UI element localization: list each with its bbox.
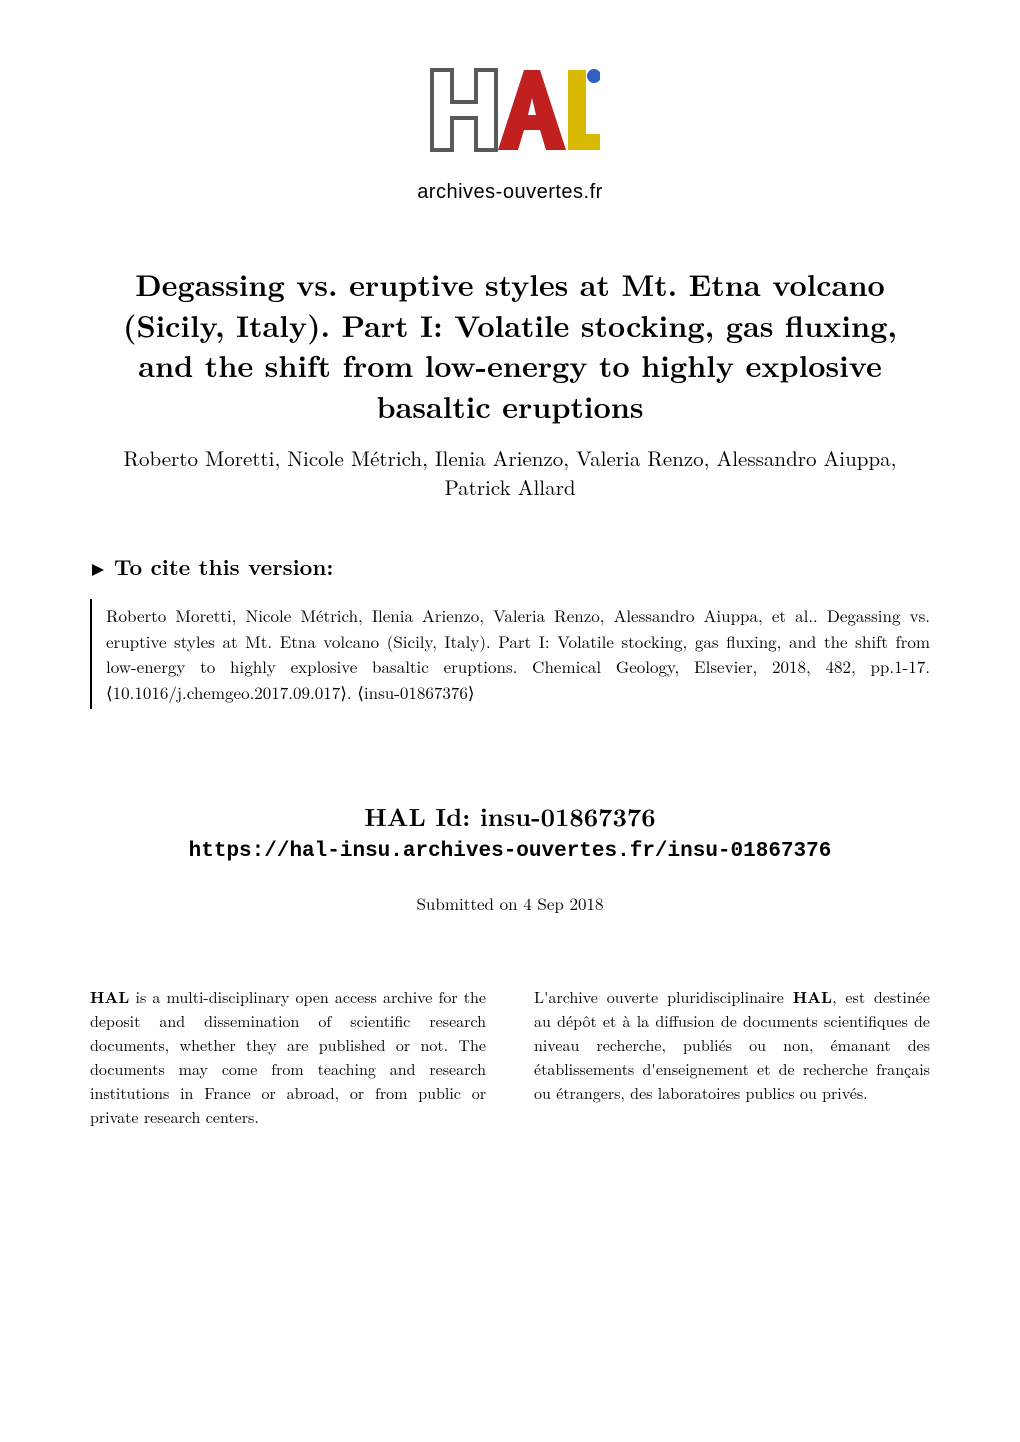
footer-right-bold: HAL [793,985,832,1008]
footer-right-text-pre: L'archive ouverte pluridisciplinaire [534,985,793,1008]
cite-header: To cite this version: [90,551,930,586]
logo-caption: archives-ouvertes.fr [90,181,930,204]
hal-url[interactable]: https://hal-insu.archives-ouvertes.fr/in… [90,840,930,863]
footer-right: L'archive ouverte pluridisciplinaire HAL… [534,985,930,1129]
cite-header-text: To cite this version: [114,551,333,582]
submitted-line: Submitted on 4 Sep 2018 [90,891,930,915]
footer-left-bold: HAL [90,985,129,1008]
paper-title: Degassing vs. eruptive styles at Mt. Etn… [100,264,920,426]
footer-columns: HAL is a multi-disciplinary open access … [90,985,930,1129]
citation-text: Roberto Moretti, Nicole Métrich, Ilenia … [90,599,930,709]
cite-arrow-icon [90,554,106,585]
hal-logo-block: archives-ouvertes.fr [90,60,930,204]
footer-left-text: is a multi-disciplinary open access arch… [90,985,486,1128]
page-root: archives-ouvertes.fr Degassing vs. erupt… [0,0,1020,1442]
footer-left: HAL is a multi-disciplinary open access … [90,985,486,1129]
paper-authors: Roberto Moretti, Nicole Métrich, Ilenia … [90,444,930,503]
hal-logo-icon [420,60,600,175]
hal-id-block: HAL Id: insu-01867376 https://hal-insu.a… [90,799,930,863]
hal-id-line: HAL Id: insu-01867376 [90,799,930,834]
